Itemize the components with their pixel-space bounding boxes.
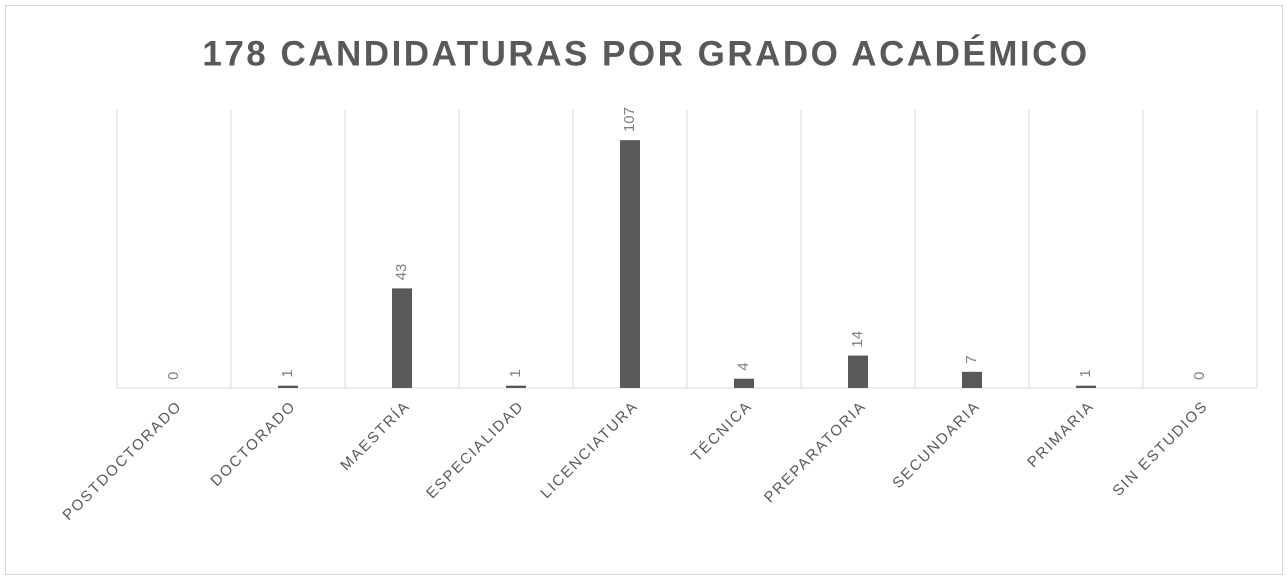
data-label: 1 — [279, 369, 296, 377]
bar — [734, 378, 754, 388]
data-label: 7 — [963, 355, 980, 363]
data-label: 14 — [849, 331, 866, 348]
data-label: 1 — [507, 369, 524, 377]
bar — [848, 355, 868, 388]
bar — [392, 288, 412, 388]
data-label: 0 — [165, 372, 182, 380]
bar — [1076, 385, 1096, 388]
bar — [506, 385, 526, 388]
bar — [962, 371, 982, 388]
bar — [278, 385, 298, 388]
chart-border — [5, 5, 1283, 575]
data-label: 107 — [621, 107, 638, 132]
chart-title: 178 CANDIDATURAS POR GRADO ACADÉMICO — [202, 33, 1089, 73]
data-label: 4 — [735, 362, 752, 370]
bar — [620, 140, 640, 388]
data-label: 43 — [393, 264, 410, 281]
data-label: 1 — [1077, 369, 1094, 377]
data-label: 0 — [1191, 372, 1208, 380]
